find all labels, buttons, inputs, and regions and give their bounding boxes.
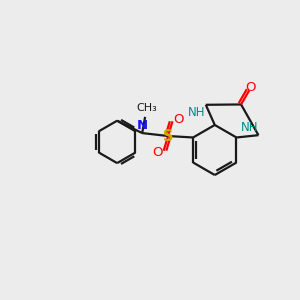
Text: O: O [152,146,162,159]
Text: S: S [163,128,173,143]
Text: N: N [136,118,148,132]
Text: NH: NH [241,121,258,134]
Text: O: O [174,113,184,126]
Text: NH: NH [188,106,206,119]
Text: O: O [246,81,256,94]
Text: CH₃: CH₃ [136,103,157,113]
